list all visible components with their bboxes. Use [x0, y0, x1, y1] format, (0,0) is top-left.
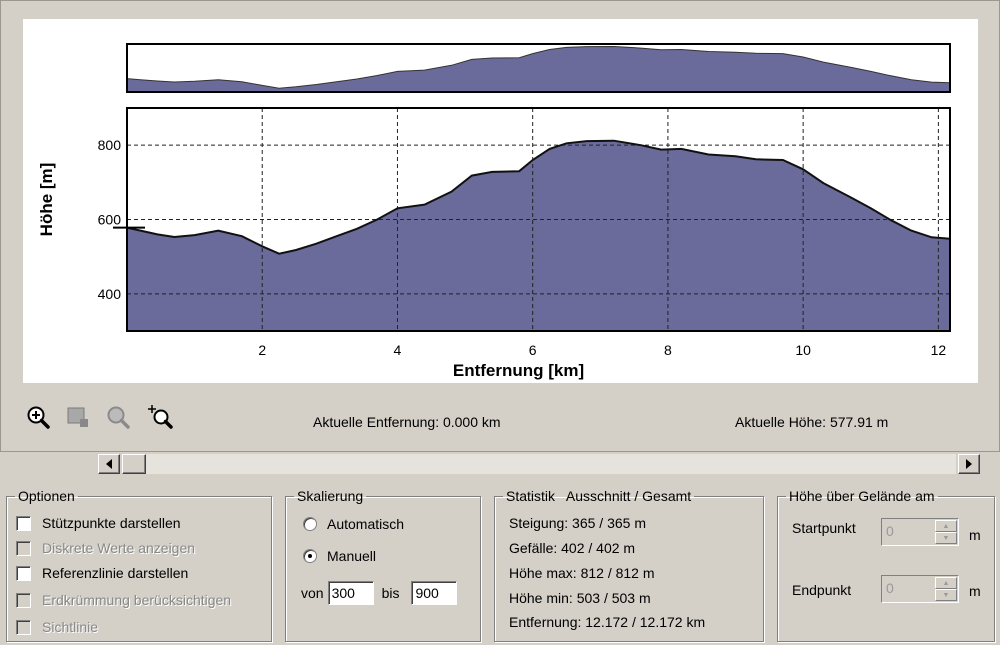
elevation-line: [126, 139, 951, 255]
option-show-points[interactable]: Stützpunkte darstellen: [16, 515, 181, 531]
height-above-ground-group: Höhe über Gelände am: [777, 488, 995, 642]
y-tick-label: 600: [98, 212, 122, 228]
zoom-extent-button[interactable]: [147, 404, 173, 430]
scaling-manual-option[interactable]: Manuell: [303, 548, 376, 564]
x-tick-label: 8: [664, 342, 672, 358]
discrete-values-label: Diskrete Werte anzeigen: [42, 540, 196, 556]
arrow-left-icon: [106, 459, 112, 469]
down-arrow-icon: ▼: [942, 534, 950, 542]
stat-descent: Gefälle: 402 / 402 m: [509, 540, 636, 556]
chart-area: 2 4 6 8 10 12 400 600 800 Entfernung [km] Höhe [m]: [23, 19, 978, 383]
y-tick-label: 800: [98, 137, 122, 153]
option-reference-line[interactable]: Referenzlinie darstellen: [16, 565, 188, 581]
manual-radio[interactable]: [303, 549, 317, 563]
stat-ascent: Steigung: 365 / 365 m: [509, 515, 646, 531]
x-axis-title: Entfernung [km]: [453, 361, 584, 380]
start-point-arrows[interactable]: ▲ ▼: [935, 520, 957, 544]
scaling-automatic-option[interactable]: Automatisch: [303, 516, 404, 532]
current-distance-readout: Aktuelle Entfernung: 0.000 km: [313, 414, 501, 430]
start-unit: m: [969, 527, 981, 543]
show-points-label: Stützpunkte darstellen: [42, 515, 181, 531]
start-point-value: 0: [886, 523, 894, 539]
elevation-area: [127, 140, 950, 331]
stat-height-max: Höhe max: 812 / 812 m: [509, 565, 655, 581]
scroll-right-button[interactable]: [958, 454, 980, 474]
zoom-in-icon: [27, 406, 50, 429]
scaling-group: Skalierung: [285, 488, 481, 642]
scaling-legend: Skalierung: [297, 488, 364, 504]
x-tick-label: 4: [394, 342, 402, 358]
zoom-in-button[interactable]: [25, 404, 51, 430]
end-down-button[interactable]: ▼: [935, 589, 957, 601]
option-earth-curvature[interactable]: Erdkrümmung berücksichtigen: [16, 592, 231, 608]
scrollbar-thumb[interactable]: [122, 454, 146, 474]
zoom-out-icon: [67, 407, 88, 427]
horizontal-scrollbar[interactable]: [98, 452, 980, 476]
to-input[interactable]: 900: [411, 581, 458, 605]
from-label: von: [301, 585, 324, 601]
earth-curvature-checkbox[interactable]: [16, 592, 31, 608]
line-of-sight-checkbox[interactable]: [16, 619, 31, 635]
from-input[interactable]: 300: [327, 581, 374, 605]
statistics-legend: Statistik Ausschnitt / Gesamt: [506, 488, 692, 504]
start-down-button[interactable]: ▼: [935, 532, 957, 544]
zoom-previous-icon: [107, 406, 130, 429]
y-tick-label: 400: [98, 286, 122, 302]
automatic-radio[interactable]: [303, 517, 317, 531]
stat-height-min: Höhe min: 503 / 503 m: [509, 590, 651, 606]
options-legend: Optionen: [18, 488, 75, 504]
arrow-right-icon: [966, 459, 972, 469]
start-point-spinner[interactable]: 0 ▲ ▼: [881, 518, 959, 546]
down-arrow-icon: ▼: [942, 591, 950, 599]
x-tick-label: 2: [258, 342, 266, 358]
end-point-label: Endpunkt: [792, 582, 852, 598]
up-arrow-icon: ▲: [942, 579, 950, 587]
scrollbar-track[interactable]: [122, 454, 956, 474]
reference-line-label: Referenzlinie darstellen: [42, 565, 189, 581]
reference-line-checkbox[interactable]: [16, 565, 31, 581]
current-height-readout: Aktuelle Höhe: 577.91 m: [735, 414, 889, 430]
scaling-range-row: von 300 bis 900: [301, 581, 458, 605]
option-discrete-values[interactable]: Diskrete Werte anzeigen: [16, 540, 195, 556]
start-point-label: Startpunkt: [792, 520, 856, 536]
discrete-values-checkbox[interactable]: [16, 540, 31, 556]
to-label: bis: [381, 585, 400, 601]
overview-area: [126, 45, 951, 93]
x-tick-label: 10: [795, 342, 811, 358]
zoom-out-button[interactable]: [65, 404, 91, 430]
height-above-ground-legend: Höhe über Gelände am: [789, 488, 935, 504]
profile-chart-panel: 2 4 6 8 10 12 400 600 800 Entfernung [km] Höhe [m]…: [0, 0, 1000, 452]
end-unit: m: [969, 583, 981, 599]
x-tick-label: 6: [529, 342, 537, 358]
end-up-button[interactable]: ▲: [935, 577, 957, 589]
elevation-chart[interactable]: 2 4 6 8 10 12 400 600 800 Entfernung [km] Höhe [m]: [23, 19, 978, 383]
zoom-previous-button[interactable]: [105, 404, 131, 430]
start-up-button[interactable]: ▲: [935, 520, 957, 532]
y-axis-title: Höhe [m]: [37, 163, 56, 237]
overview-frame: [126, 43, 951, 93]
x-tick-label: 12: [931, 342, 947, 358]
up-arrow-icon: ▲: [942, 522, 950, 530]
stat-distance: Entfernung: 12.172 / 12.172 km: [509, 614, 706, 630]
automatic-label: Automatisch: [327, 516, 405, 532]
end-point-arrows[interactable]: ▲ ▼: [935, 577, 957, 601]
plot-frame: [126, 107, 951, 332]
zoom-extent-icon: [148, 405, 173, 429]
statistics-group: Statistik Ausschnitt / Gesamt: [494, 488, 764, 642]
manual-label: Manuell: [327, 548, 377, 564]
scroll-left-button[interactable]: [98, 454, 120, 474]
options-group: Optionen: [6, 488, 272, 642]
option-line-of-sight[interactable]: Sichtlinie: [16, 619, 98, 635]
end-point-spinner[interactable]: 0 ▲ ▼: [881, 575, 959, 603]
earth-curvature-label: Erdkrümmung berücksichtigen: [42, 592, 232, 608]
show-points-checkbox[interactable]: [16, 515, 31, 531]
line-of-sight-label: Sichtlinie: [42, 619, 99, 635]
end-point-value: 0: [886, 580, 894, 596]
